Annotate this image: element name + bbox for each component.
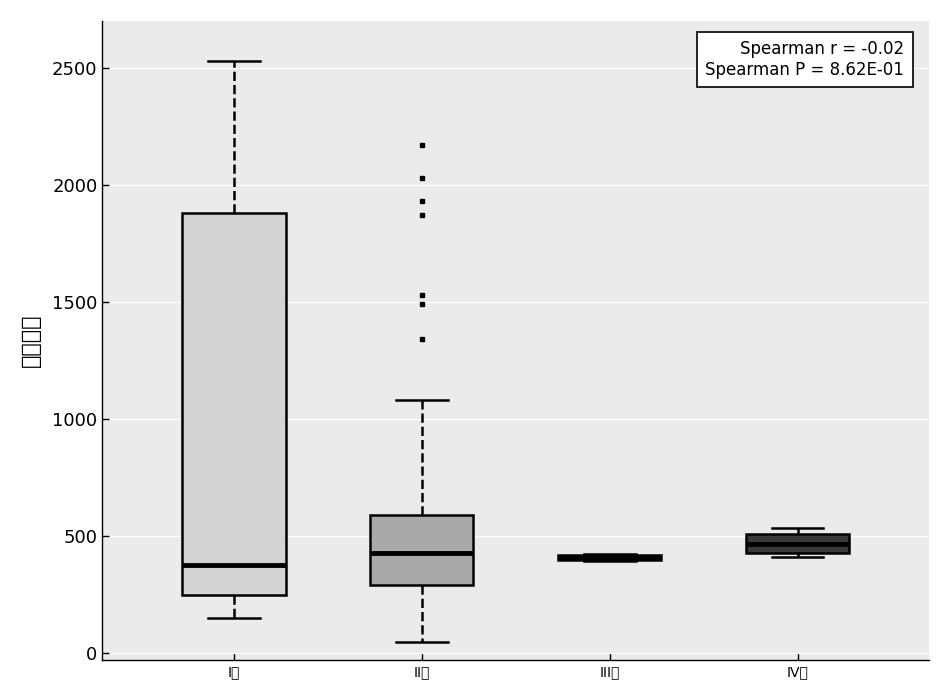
PathPatch shape	[370, 515, 473, 585]
PathPatch shape	[558, 555, 661, 560]
Y-axis label: 生存天数: 生存天数	[21, 314, 41, 368]
Text: Spearman r = -0.02
Spearman P = 8.62E-01: Spearman r = -0.02 Spearman P = 8.62E-01	[706, 40, 904, 79]
PathPatch shape	[182, 213, 286, 595]
PathPatch shape	[746, 534, 849, 552]
